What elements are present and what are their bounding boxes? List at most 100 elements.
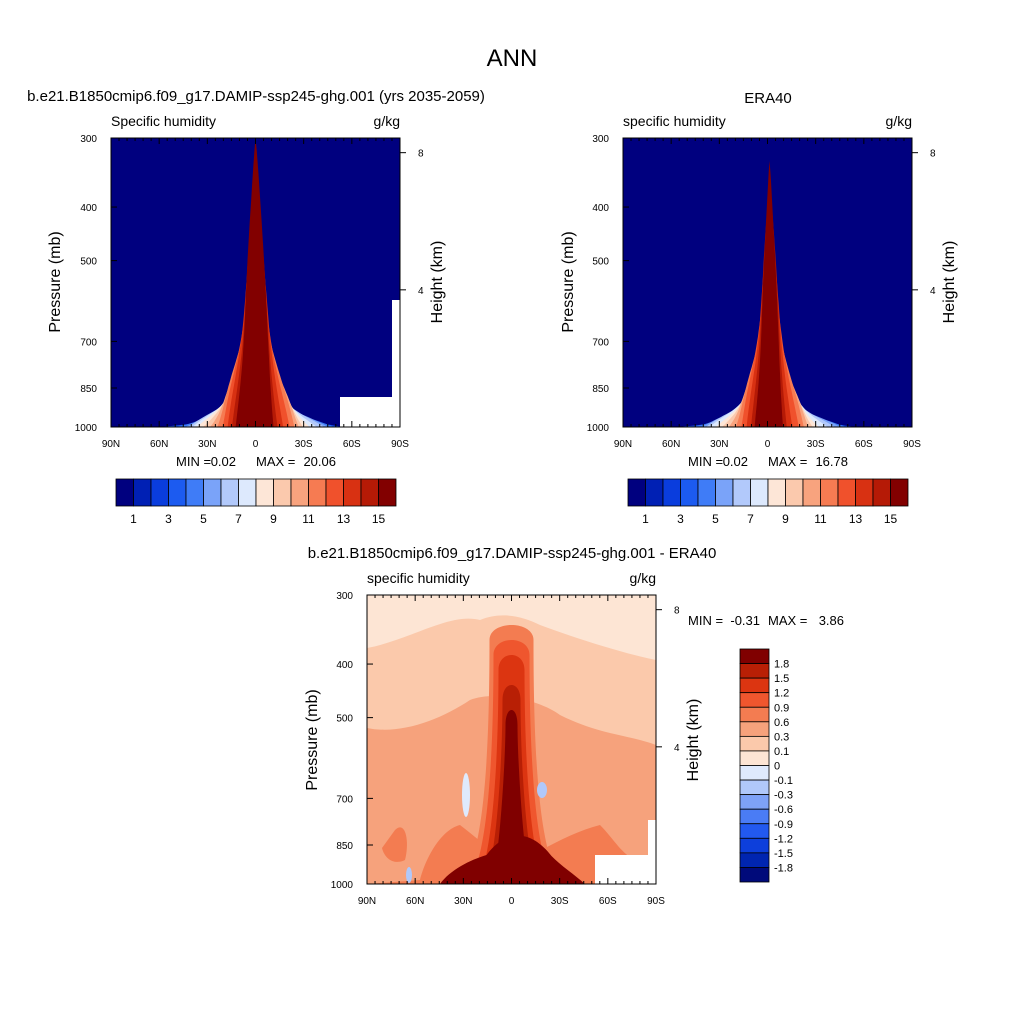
contour-field (367, 595, 656, 884)
panel-title: b.e21.B1850cmip6.f09_g17.DAMIP-ssp245-gh… (308, 545, 717, 562)
y-tick-label: 850 (336, 841, 353, 852)
y-axis-right-label: Height (km) (429, 241, 446, 324)
panel-units-label: g/kg (630, 570, 656, 586)
colorbar-label: -0.9 (774, 819, 793, 831)
colorbar-label: 7 (747, 512, 754, 526)
y-axis-label: Pressure (mb) (560, 231, 577, 332)
era40-panel: ERA40 specific humidity g/kg 90N 60N 30N 0 3… (560, 90, 958, 526)
max-value: 16.78 (815, 454, 848, 469)
y-axis-label: Pressure (mb) (47, 231, 64, 332)
colorbar-box (378, 478, 397, 507)
colorbar-label: 0.9 (774, 702, 789, 714)
colorbar-box (739, 677, 770, 694)
y-tick-label: 1000 (75, 423, 98, 434)
max-label: MAX = (256, 454, 295, 469)
colorbar-box (343, 478, 362, 507)
x-tick-label: 90S (903, 439, 921, 450)
y-tick-label: 400 (336, 660, 353, 671)
colorbar-box (150, 478, 169, 507)
contour-field (623, 138, 912, 427)
colorbar-box (837, 478, 856, 507)
colorbar-box (739, 750, 770, 766)
y-tick-label: 300 (336, 591, 353, 602)
x-tick-label: 0 (765, 439, 771, 450)
colorbar-label: 3 (165, 512, 172, 526)
x-tick-label: 60S (599, 896, 617, 907)
x-tick-label: 60N (150, 439, 168, 450)
y-tick-label: 300 (80, 134, 97, 145)
colorbar-label: 1 (130, 512, 137, 526)
missing-data-region (340, 397, 400, 427)
colorbar: 1 3 5 7 9 11 13 15 (627, 478, 909, 526)
colorbar-box (767, 478, 786, 507)
colorbar-label: -0.6 (774, 804, 793, 816)
colorbar-label: 0 (774, 761, 780, 773)
colorbar-box (739, 837, 770, 854)
y-right-tick-label: 8 (418, 149, 424, 160)
y-axis-right-label: Height (km) (941, 241, 958, 324)
colorbar-box (785, 478, 804, 507)
negative-anomaly (537, 782, 547, 798)
colorbar-box (627, 478, 646, 507)
panel-title: ERA40 (744, 90, 792, 107)
colorbar-box (872, 478, 891, 507)
colorbar-box (739, 779, 770, 796)
colorbar-box (739, 794, 770, 810)
colorbar-label: 1.2 (774, 688, 789, 700)
y-tick-label: 700 (80, 337, 97, 348)
colorbar-box (739, 867, 770, 883)
min-value: 0.02 (211, 454, 236, 469)
min-label: MIN = (176, 454, 211, 469)
x-tick-label: 90N (358, 896, 376, 907)
colorbar-label: 5 (200, 512, 207, 526)
colorbar-box (739, 735, 770, 752)
y-tick-label: 700 (336, 794, 353, 805)
colorbar-box (715, 478, 734, 507)
max-value: 3.86 (819, 613, 844, 628)
x-tick-label: 0 (509, 896, 515, 907)
x-tick-label: 90N (614, 439, 632, 450)
colorbar-label: -1.5 (774, 848, 793, 860)
colorbar-label: -1.2 (774, 833, 793, 845)
x-tick-label: 90N (102, 439, 120, 450)
colorbar-box (750, 478, 769, 507)
contour-band (382, 827, 407, 862)
y-tick-label: 850 (80, 384, 97, 395)
colorbar-label: 5 (712, 512, 719, 526)
y-right-tick-label: 4 (418, 286, 424, 297)
colorbar-box (739, 648, 770, 664)
y-right-tick-label: 4 (930, 286, 936, 297)
max-label: MAX = (768, 613, 807, 628)
y-right-tick-label: 8 (930, 149, 936, 160)
min-value: -0.31 (730, 613, 760, 628)
colorbar-label: 1.8 (774, 659, 789, 671)
colorbar-label: 11 (814, 512, 827, 526)
colorbar-label: 11 (302, 512, 315, 526)
negative-anomaly (462, 773, 470, 817)
plot-axes: 90N 60N 30N 0 30S 60S 90S 300 400 500 700 850 1000 8 4 (75, 134, 424, 450)
colorbar-box (203, 478, 222, 507)
colorbar-box (855, 478, 874, 507)
colorbar-box (168, 478, 187, 507)
colorbar-box (645, 478, 664, 507)
x-tick-label: 0 (253, 439, 259, 450)
colorbar-box (739, 663, 770, 679)
x-tick-label: 90S (647, 896, 665, 907)
y-tick-label: 400 (80, 203, 97, 214)
plot-axes: 90N 60N 30N 0 30S 60S 90S 300 400 500 700 850 1000 8 4 (587, 134, 936, 450)
y-tick-label: 300 (592, 134, 609, 145)
colorbar-label: 15 (372, 512, 386, 526)
colorbar-label: 7 (235, 512, 242, 526)
colorbar-box (255, 478, 274, 507)
min-label: MIN = (688, 613, 723, 628)
colorbar-box (739, 721, 770, 737)
y-tick-label: 1000 (331, 880, 354, 891)
colorbar-box (308, 478, 327, 507)
colorbar-label: -0.1 (774, 775, 793, 787)
colorbar-box (739, 823, 770, 839)
min-max-stats: MIN = -0.31 MAX = 3.86 (688, 613, 844, 628)
colorbar-box (185, 478, 204, 507)
x-tick-label: 30N (454, 896, 472, 907)
colorbar-box (739, 765, 770, 781)
panel-title: b.e21.B1850cmip6.f09_g17.DAMIP-ssp245-gh… (27, 88, 485, 105)
